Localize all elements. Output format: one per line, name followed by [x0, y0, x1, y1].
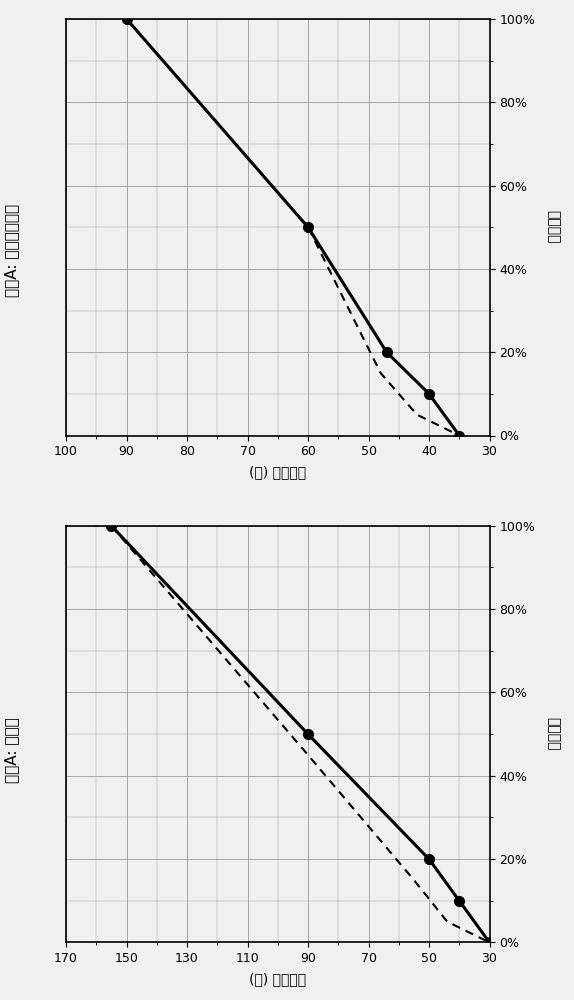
Text: 血浆A: 添加正常血浆: 血浆A: 添加正常血浆 — [4, 203, 19, 297]
X-axis label: (秒) 凝固时间: (秒) 凝固时间 — [249, 465, 307, 479]
Y-axis label: 样本比例: 样本比例 — [546, 210, 560, 244]
Y-axis label: 样本比例: 样本比例 — [546, 717, 560, 751]
X-axis label: (秒) 凝固时间: (秒) 凝固时间 — [249, 972, 307, 986]
Text: 血浆A: 未处理: 血浆A: 未处理 — [4, 717, 19, 783]
